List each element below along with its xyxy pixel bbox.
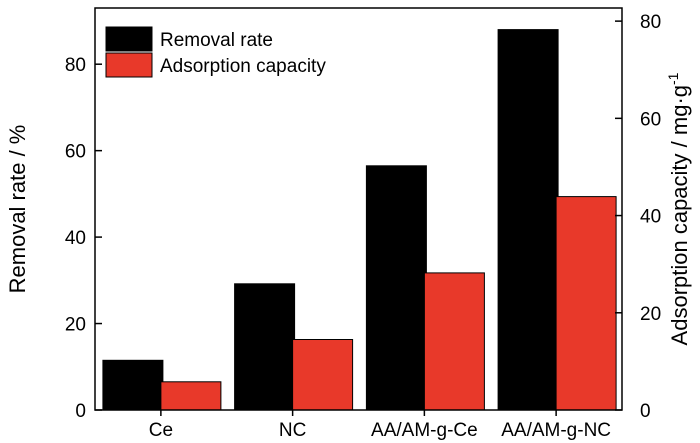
left-axis: 0 20 40 60 80 (65, 55, 102, 422)
x-tick-label: AA/AM-g-Ce (371, 420, 478, 441)
left-tick-label: 0 (75, 401, 86, 422)
bar-adsorption-capacity-0 (160, 381, 222, 411)
right-axis-title-main: Adsorption capacity / mg·g (667, 85, 692, 345)
bar-removal-rate-1 (234, 283, 296, 411)
left-tick-label: 40 (65, 228, 86, 249)
plot-frame (94, 7, 623, 411)
x-axis: Ce NC AA/AM-g-Ce AA/AM-g-NC (149, 410, 611, 441)
legend-label-removal-rate: Removal rate (160, 30, 273, 51)
right-tick-label: 20 (640, 304, 661, 325)
right-tick-label: 0 (640, 401, 651, 422)
left-tick-label: 60 (65, 142, 86, 163)
bar-removal-rate-2 (365, 165, 427, 411)
legend-label-adsorption-capacity: Adsorption capacity (160, 56, 326, 77)
bar-removal-rate-3 (497, 29, 559, 411)
legend: Removal rate Adsorption capacity (105, 26, 326, 78)
right-axis-title: Adsorption capacity / mg·g-1 (665, 72, 692, 345)
right-tick-label: 60 (640, 109, 661, 130)
right-axis-title-sup: -1 (665, 72, 681, 85)
bar-adsorption-capacity-2 (423, 272, 485, 411)
bar-removal-rate-0 (102, 359, 164, 411)
right-tick-label: 80 (640, 12, 661, 33)
x-tick-label: Ce (149, 420, 173, 441)
left-tick-label: 80 (65, 55, 86, 76)
bar-adsorption-capacity-1 (292, 339, 354, 411)
x-tick-label: NC (279, 420, 306, 441)
legend-swatch-removal-rate (105, 26, 153, 52)
right-tick-label: 40 (640, 207, 661, 228)
right-axis: 0 20 40 60 80 (615, 12, 661, 422)
left-tick-label: 20 (65, 315, 86, 336)
legend-swatch-adsorption-capacity (105, 52, 153, 78)
bars-group (102, 29, 617, 411)
x-tick-label: AA/AM-g-NC (501, 420, 611, 441)
bar-adsorption-capacity-3 (555, 196, 617, 411)
left-axis-title: Removal rate / % (5, 125, 30, 294)
